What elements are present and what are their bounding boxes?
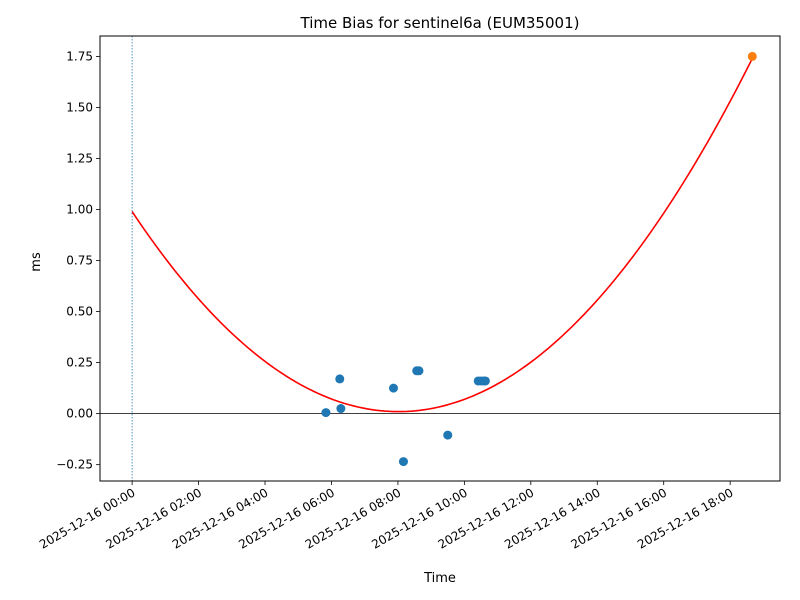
latest-data-point-0 — [747, 51, 757, 61]
y-tick-label: 1.25 — [66, 151, 93, 165]
plot-frame — [99, 35, 781, 482]
data-point-0 — [321, 408, 331, 418]
data-point-2 — [336, 404, 346, 414]
data-point-4 — [398, 457, 408, 467]
y-tick-label: 1.00 — [66, 203, 93, 217]
x-axis-label: Time — [423, 571, 456, 586]
data-point-6 — [414, 366, 424, 376]
data-point-7 — [443, 430, 453, 440]
y-tick-label: −0.25 — [56, 458, 93, 472]
y-axis-label: ms — [29, 252, 44, 272]
y-tick-label: 1.50 — [66, 100, 93, 114]
plot-area — [100, 36, 780, 481]
fit-curve — [131, 58, 754, 413]
y-tick-label: 0.25 — [66, 356, 93, 370]
chart-title: Time Bias for sentinel6a (EUM35001) — [300, 14, 580, 32]
data-point-11 — [480, 376, 490, 386]
y-tick-label: 0.00 — [66, 407, 93, 421]
y-tick-label: 0.75 — [66, 254, 93, 268]
y-tick-label: 1.75 — [66, 49, 93, 63]
data-point-3 — [388, 383, 398, 393]
data-point-1 — [335, 374, 345, 384]
y-tick-label: 0.50 — [66, 305, 93, 319]
